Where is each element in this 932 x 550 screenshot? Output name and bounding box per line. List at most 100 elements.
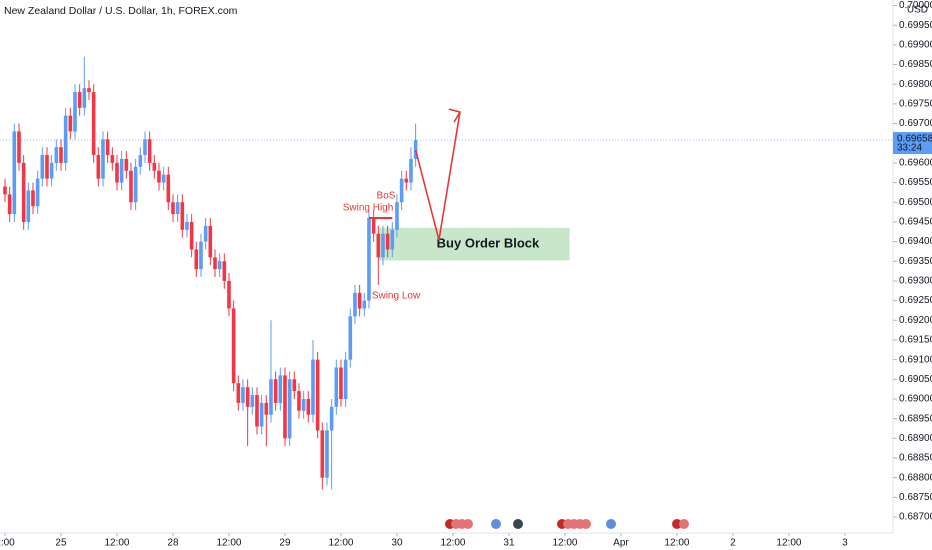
candle-body <box>245 387 250 407</box>
candle-body <box>45 155 49 179</box>
projection-path <box>414 112 461 241</box>
y-tick-label: 0.69000 <box>899 394 932 405</box>
y-tick-label: 0.69350 <box>899 256 932 267</box>
candle-body <box>157 170 161 183</box>
candle-body <box>264 402 269 415</box>
candle-body <box>143 139 147 156</box>
candle-body <box>273 379 278 403</box>
x-tick-label: 12:00 <box>440 538 465 549</box>
candle-body <box>185 221 189 230</box>
candle-body <box>217 261 222 270</box>
candle-body <box>194 249 199 270</box>
candle-body <box>189 221 194 250</box>
y-tick-label: 0.69750 <box>899 99 932 110</box>
candle-body <box>315 359 320 431</box>
candle-body <box>329 406 334 431</box>
y-tick-label: 0.69200 <box>899 315 932 326</box>
candle-body <box>138 155 143 167</box>
candle-body <box>87 88 91 93</box>
price-axis-bg <box>893 0 932 533</box>
candle-body <box>73 92 77 132</box>
y-tick-label: 0.69400 <box>899 236 932 247</box>
order-block-label: Buy Order Block <box>437 236 540 251</box>
candle-body <box>3 186 7 195</box>
candle-body <box>320 430 325 478</box>
candle-body <box>343 359 348 399</box>
candle-body <box>115 162 119 183</box>
candle-body <box>54 147 59 163</box>
candle-body <box>357 292 362 309</box>
projection-arrowhead <box>448 108 462 123</box>
x-tick-label: 2 <box>730 538 736 549</box>
candle-body <box>399 178 404 203</box>
candle-body <box>339 367 343 399</box>
x-tick-label: Apr <box>613 538 629 549</box>
x-tick-label: 12:00 <box>216 538 241 549</box>
candle-body <box>306 398 311 415</box>
candle-body <box>208 225 213 258</box>
candle-body <box>59 147 63 163</box>
candle-body <box>301 398 306 411</box>
candle-body <box>297 391 301 411</box>
candle-body <box>171 202 175 215</box>
y-tick-label: 0.69250 <box>899 295 932 306</box>
candle-body <box>376 233 381 258</box>
candle-body <box>161 174 166 183</box>
candle-body <box>278 375 283 403</box>
candle-body <box>311 359 315 415</box>
candle-body <box>110 155 115 163</box>
y-tick-label: 0.69850 <box>899 59 932 70</box>
candle-body <box>371 217 376 234</box>
candle-body <box>404 178 409 183</box>
y-tick-label: 0.69600 <box>899 158 932 169</box>
y-tick-label: 0.68900 <box>899 433 932 444</box>
candle-body <box>413 140 418 159</box>
x-tick-label: 3 <box>842 538 848 549</box>
y-tick-label: 0.68950 <box>899 413 932 424</box>
y-tick-label: 0.69150 <box>899 335 932 346</box>
candle-body <box>119 158 124 183</box>
candle-body <box>21 162 26 222</box>
countdown: 33:24 <box>897 143 922 154</box>
x-tick-label: 31 <box>503 538 515 549</box>
candle-body <box>63 115 68 163</box>
candle-body <box>91 92 96 156</box>
y-tick-label: 0.69800 <box>899 79 932 90</box>
candle-body <box>409 158 413 183</box>
candle-body <box>68 115 73 132</box>
x-tick-label: 29 <box>279 538 291 549</box>
candle-body <box>390 229 395 250</box>
x-tick-label: 12:00 <box>664 538 689 549</box>
candle-body <box>269 379 273 415</box>
candle-body <box>26 190 31 222</box>
annotation: Swing High <box>343 203 394 214</box>
candle-body <box>367 217 371 301</box>
candle-body <box>348 316 353 360</box>
candle-body <box>236 383 241 403</box>
candle-body <box>199 241 203 270</box>
candle-body <box>49 162 54 179</box>
candle-body <box>231 308 236 384</box>
y-tick-label: 0.69550 <box>899 177 932 188</box>
candle-body <box>166 174 171 203</box>
candle-body <box>334 367 339 407</box>
y-tick-label: 0.68700 <box>899 512 932 523</box>
candle-body <box>395 202 399 230</box>
annotation: BoS <box>377 191 396 202</box>
x-tick-label: 30 <box>391 538 403 549</box>
candle-body <box>241 387 245 403</box>
x-tick-label: 25 <box>55 538 67 549</box>
candle-body <box>152 162 157 171</box>
candle-body <box>381 233 385 258</box>
currency-label: USD <box>907 5 928 16</box>
candle-body <box>325 430 329 478</box>
candle-body <box>175 202 180 215</box>
last-price-box <box>893 132 932 155</box>
candle-body <box>129 170 133 203</box>
candle-body <box>82 88 87 108</box>
annotation: Swing Low <box>372 291 421 302</box>
candle-body <box>77 92 82 108</box>
candle-body <box>250 395 255 407</box>
candle-body <box>124 158 129 171</box>
